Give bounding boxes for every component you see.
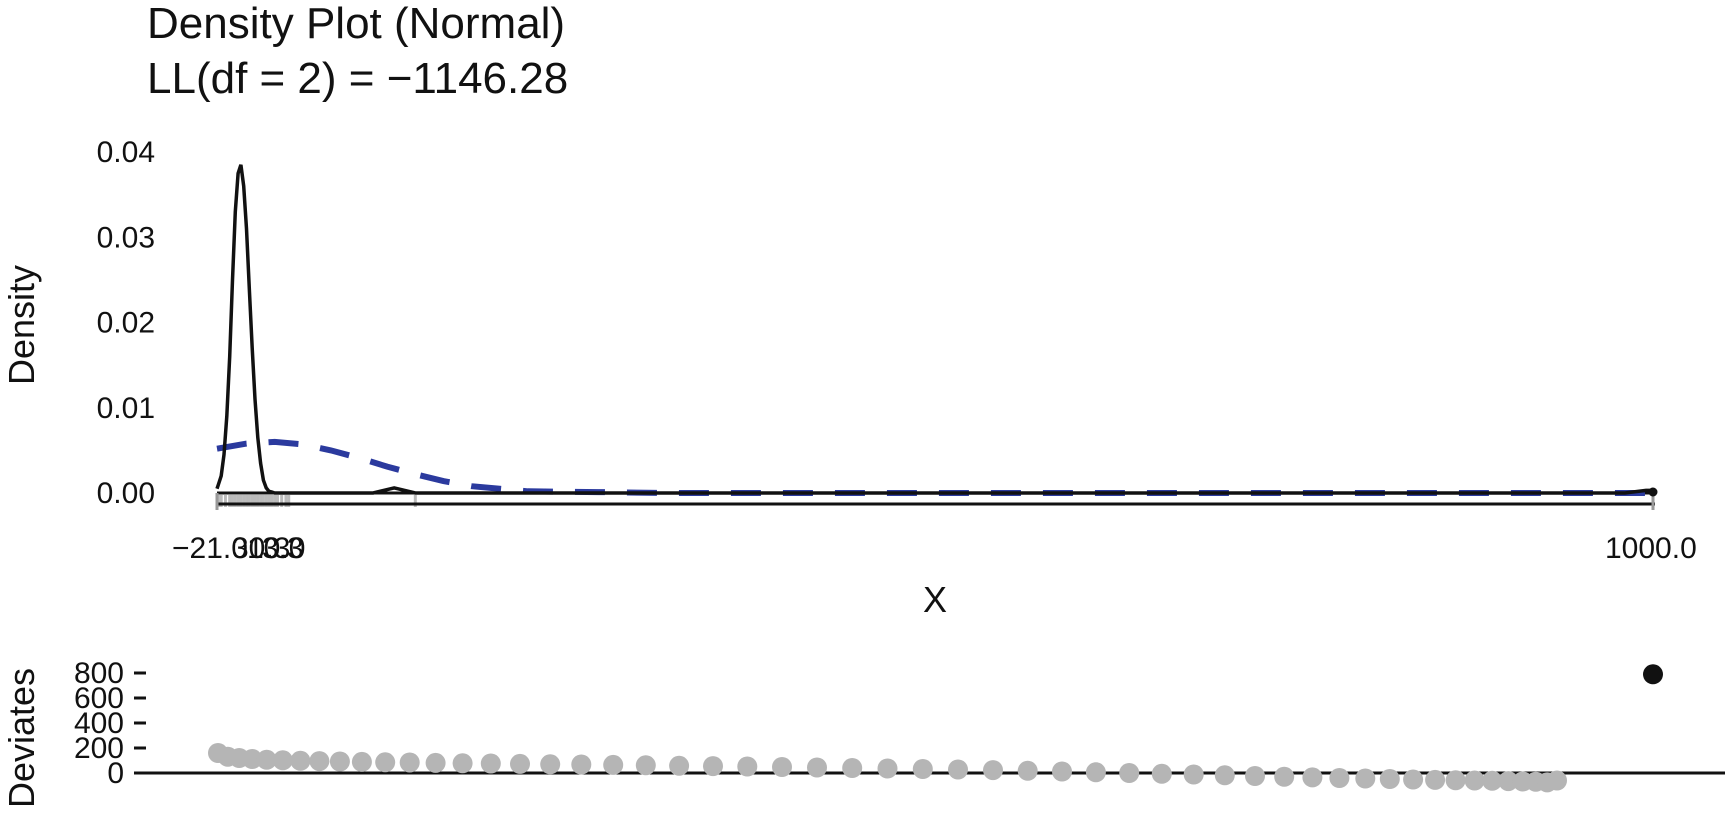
deviate-point bbox=[425, 752, 446, 773]
deviate-point bbox=[948, 759, 968, 780]
deviate-point bbox=[1302, 767, 1323, 788]
deviate-point bbox=[772, 757, 792, 777]
deviates-points bbox=[208, 664, 1663, 793]
deviate-point bbox=[1245, 766, 1265, 786]
deviate-point bbox=[703, 756, 723, 777]
deviate-point bbox=[1052, 761, 1072, 782]
deviate-point bbox=[256, 749, 277, 770]
empirical-density-curve bbox=[215, 164, 1653, 495]
x-tick-label-min: −21.0 bbox=[172, 532, 248, 565]
density-y-tick-label: 0.04 bbox=[97, 136, 155, 169]
deviate-point bbox=[1355, 768, 1376, 789]
deviate-point bbox=[1017, 760, 1038, 781]
deviate-point bbox=[1151, 763, 1172, 784]
normal-fit-curve bbox=[216, 438, 1653, 496]
outlier-deviate-point bbox=[1643, 664, 1663, 685]
density-y-tick-label: 0.03 bbox=[97, 221, 155, 254]
deviate-point bbox=[1274, 766, 1295, 787]
deviate-point bbox=[635, 755, 656, 776]
deviate-point bbox=[1214, 765, 1235, 786]
deviate-point bbox=[1547, 770, 1567, 791]
deviate-point bbox=[375, 752, 396, 773]
max-value-marker bbox=[1648, 487, 1658, 497]
x-axis-label: X bbox=[923, 579, 947, 620]
deviates-y-tick-label: 600 bbox=[74, 682, 124, 715]
deviate-point bbox=[737, 756, 758, 777]
deviate-point bbox=[399, 752, 420, 773]
deviate-point bbox=[1498, 771, 1519, 792]
x-tick-label: 3.3 bbox=[262, 532, 304, 565]
density-plot: 0.00 0.01 0.02 0.03 0.04 −21.0 30.3 10.0 3.3… bbox=[1, 136, 1697, 620]
deviate-point bbox=[1119, 763, 1140, 783]
deviate-point bbox=[452, 753, 473, 774]
deviate-point bbox=[1445, 770, 1466, 791]
deviate-point bbox=[351, 751, 372, 772]
deviate-point bbox=[480, 753, 501, 774]
deviates-y-tick-label: 400 bbox=[74, 707, 124, 740]
deviate-point bbox=[1464, 770, 1485, 791]
x-tick-label-max: 1000.0 bbox=[1605, 532, 1697, 565]
deviates-y-tick-label: 800 bbox=[74, 657, 124, 690]
density-y-tick-label: 0.01 bbox=[97, 392, 155, 425]
deviate-point bbox=[842, 758, 863, 778]
deviate-point bbox=[669, 755, 690, 776]
deviate-point bbox=[571, 754, 592, 775]
x-tick-label: 10.0 bbox=[247, 532, 305, 565]
deviate-point bbox=[603, 754, 624, 775]
deviate-point bbox=[1085, 762, 1106, 783]
density-y-tick-label: 0.00 bbox=[97, 477, 155, 510]
chart-title: Density Plot (Normal) bbox=[147, 0, 565, 48]
deviates-y-tick-label: 200 bbox=[74, 732, 124, 765]
x-tick-label: 30.3 bbox=[232, 532, 290, 565]
deviate-point bbox=[272, 750, 293, 771]
density-y-tick-label: 0.02 bbox=[97, 307, 155, 340]
deviate-point bbox=[309, 751, 330, 772]
deviate-point bbox=[1482, 770, 1503, 791]
chart-subtitle: LL(df = 2) = −1146.28 bbox=[147, 54, 568, 103]
deviate-point bbox=[1183, 764, 1204, 785]
density-y-axis-label: Density bbox=[1, 265, 42, 385]
deviate-point bbox=[242, 749, 263, 769]
deviate-point bbox=[329, 751, 350, 772]
density-y-axis: 0.00 0.01 0.02 0.03 0.04 bbox=[97, 136, 155, 510]
deviates-y-axis-label: Deviates bbox=[1, 668, 42, 808]
deviate-point bbox=[290, 750, 311, 771]
deviate-point bbox=[1329, 768, 1350, 788]
deviate-point bbox=[1403, 769, 1424, 790]
deviate-point bbox=[912, 759, 933, 779]
deviates-y-tick-label: 0 bbox=[107, 757, 124, 790]
deviate-point bbox=[877, 758, 898, 779]
deviate-point bbox=[1425, 769, 1446, 790]
deviate-point bbox=[1379, 769, 1400, 789]
deviate-point bbox=[983, 760, 1003, 781]
deviate-point bbox=[540, 754, 561, 775]
deviate-point bbox=[510, 753, 530, 774]
deviate-point bbox=[807, 757, 827, 778]
